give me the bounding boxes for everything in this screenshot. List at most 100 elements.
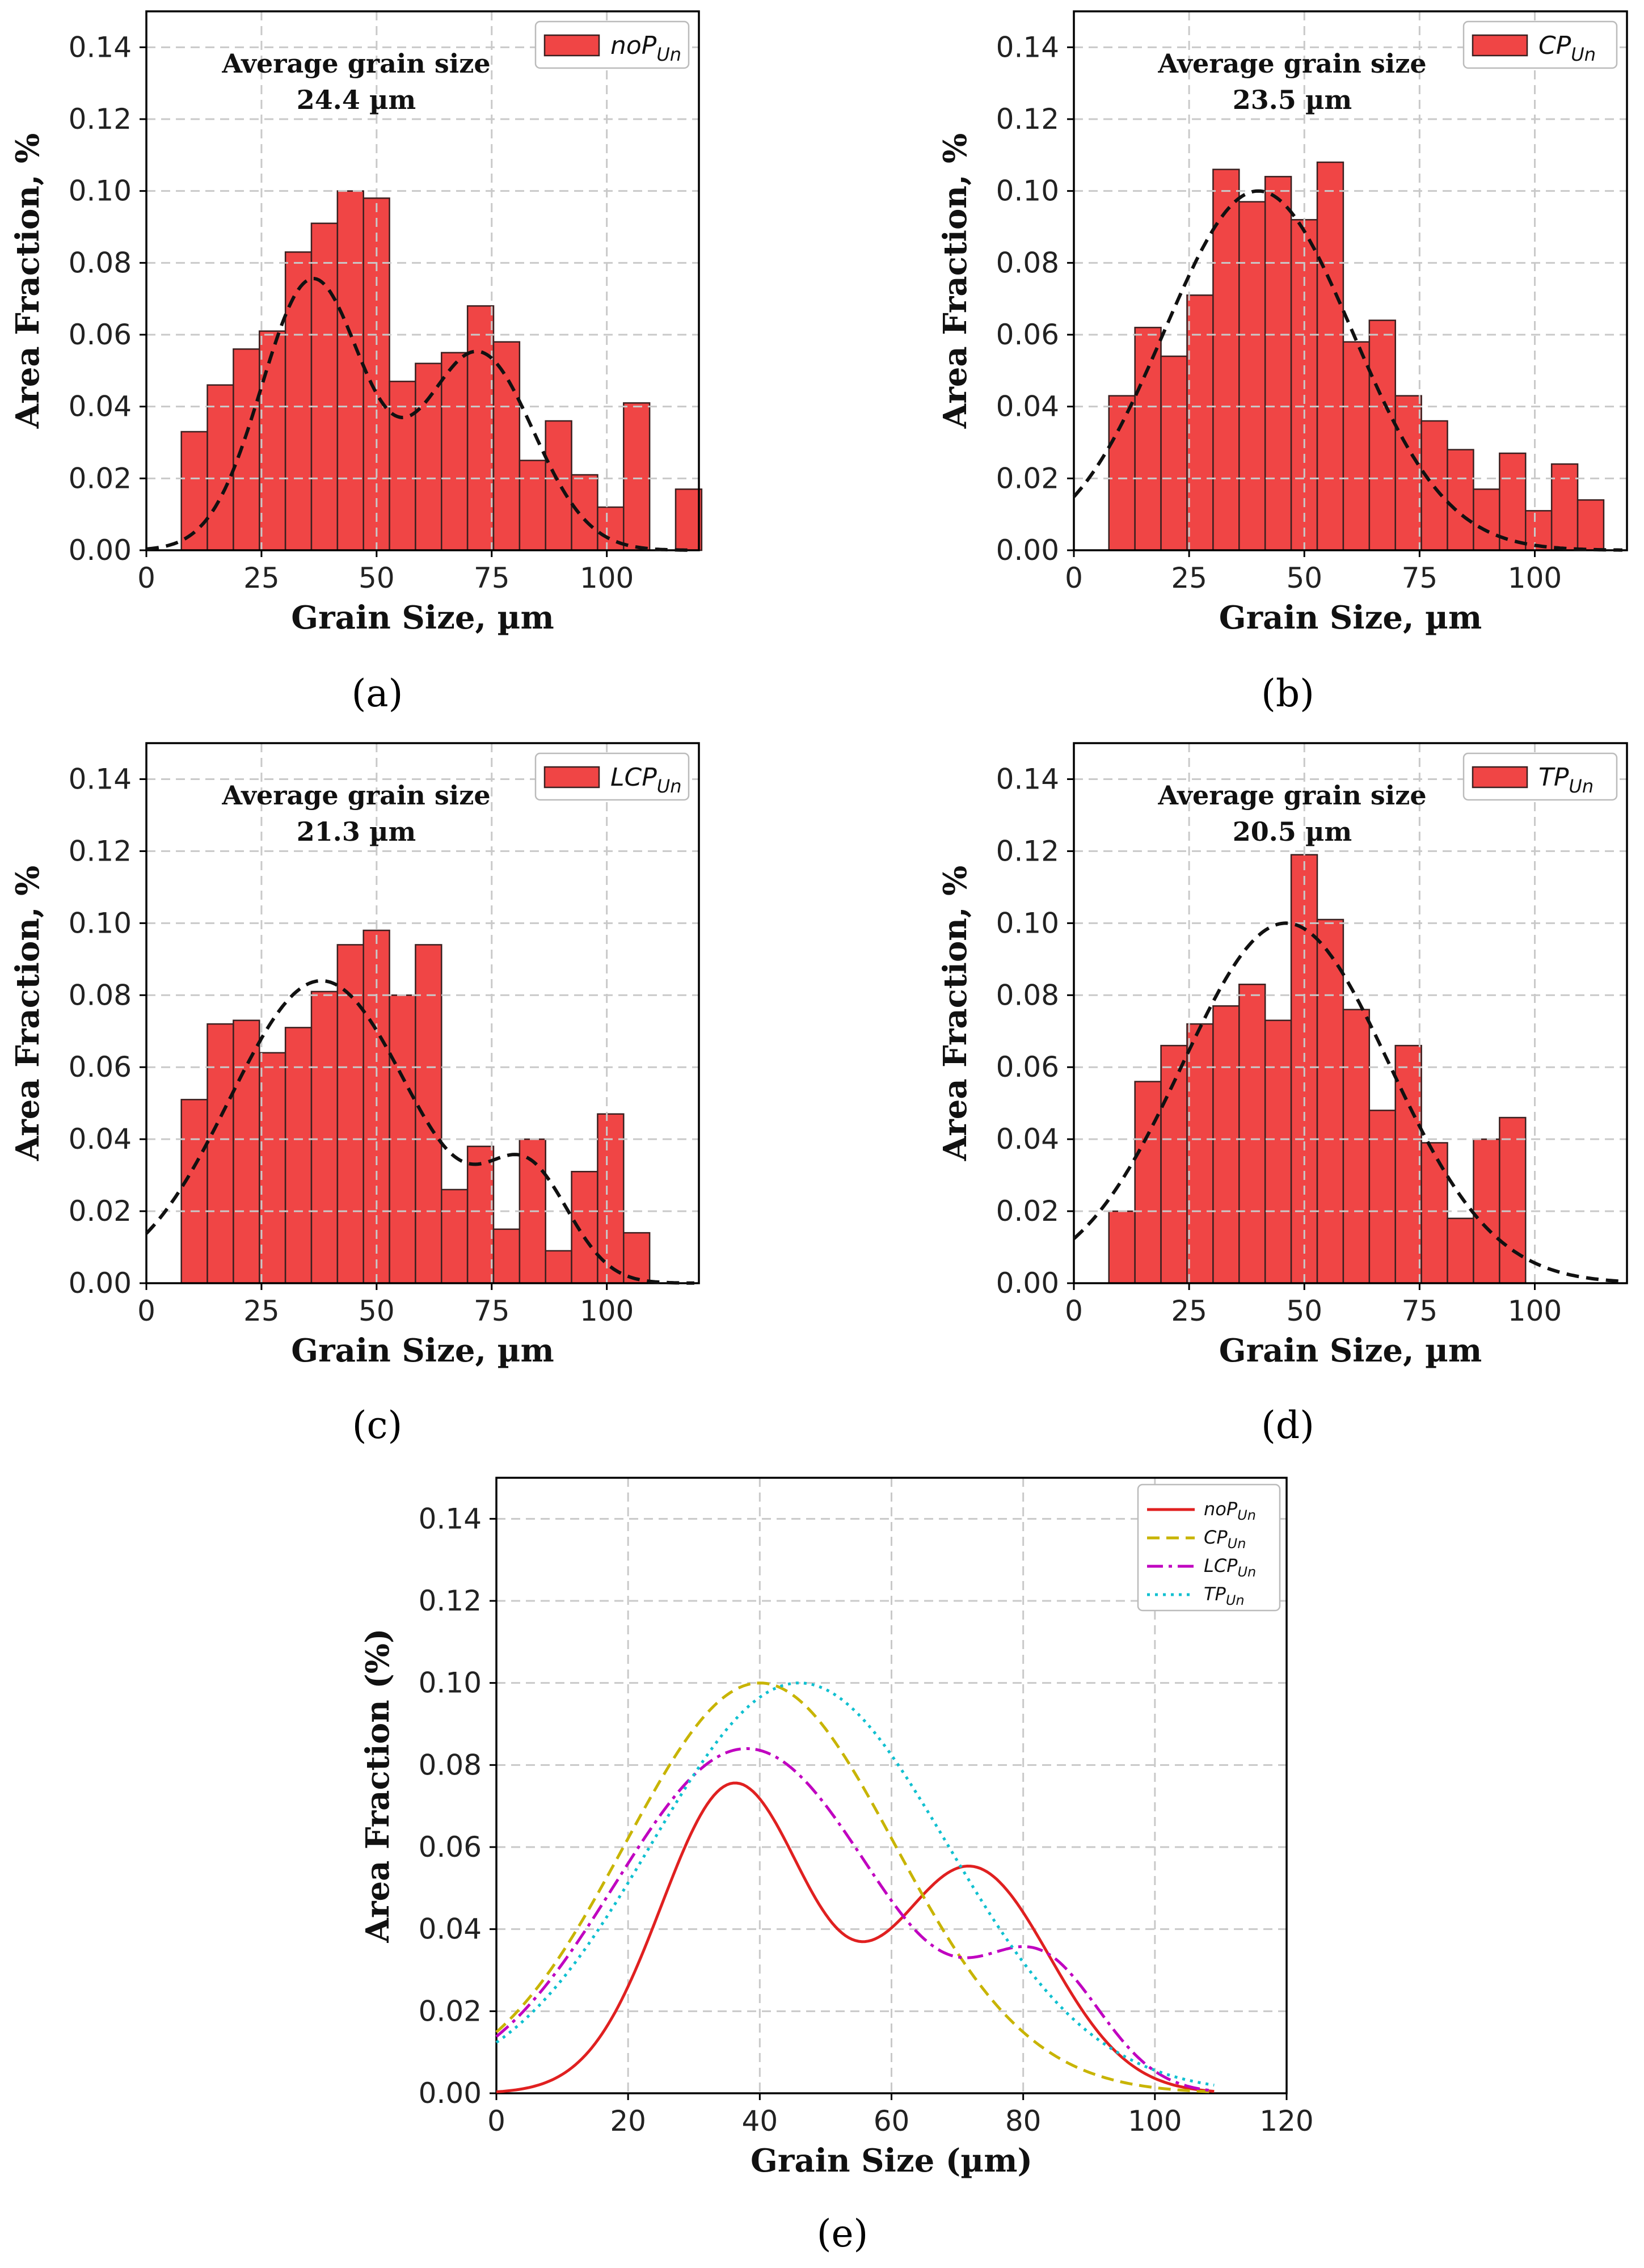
y-tick-label: 0.06 bbox=[419, 1831, 482, 1864]
legend-label-base: CP bbox=[1204, 1527, 1228, 1548]
x-axis-label: Grain Size, µm bbox=[1219, 1332, 1482, 1369]
legend-swatch bbox=[1472, 766, 1528, 789]
y-tick-label: 0.02 bbox=[419, 1995, 482, 2027]
y-tick-label: 0.00 bbox=[69, 534, 132, 567]
histogram-bar bbox=[466, 305, 495, 551]
legend-box bbox=[1462, 20, 1618, 69]
legend-label-base: LCP bbox=[1204, 1555, 1238, 1576]
histogram-bar bbox=[1447, 1217, 1474, 1284]
legend-label-base: noP bbox=[610, 31, 657, 60]
x-tick-label: 50 bbox=[359, 562, 395, 595]
histogram-bar bbox=[1212, 1005, 1240, 1284]
y-tick-label: 0.12 bbox=[419, 1584, 482, 1617]
annotation-line2: 21.3 µm bbox=[297, 816, 416, 847]
x-tick-label: 25 bbox=[1171, 562, 1207, 595]
legend-label-sub: Un bbox=[1571, 44, 1596, 65]
y-tick-label: 0.04 bbox=[419, 1913, 482, 1946]
histogram-bar bbox=[1134, 327, 1162, 551]
legend-label-base: CP bbox=[1538, 31, 1571, 60]
histogram-bar bbox=[1576, 499, 1605, 551]
legend-label-sub: Un bbox=[1237, 1564, 1256, 1580]
legend-label: noPUn bbox=[610, 31, 681, 65]
histogram-bar bbox=[1368, 1110, 1396, 1284]
histogram-bar bbox=[492, 341, 521, 551]
histogram-bar bbox=[1394, 395, 1422, 551]
y-tick-label: 0.04 bbox=[69, 390, 132, 423]
histogram-bar bbox=[466, 1145, 495, 1284]
y-tick-label: 0.00 bbox=[419, 2077, 482, 2110]
legend-label-base: noP bbox=[1204, 1498, 1238, 1520]
histogram-bar bbox=[310, 990, 339, 1284]
y-tick-label: 0.06 bbox=[996, 1051, 1059, 1084]
x-tick-label: 50 bbox=[1286, 562, 1322, 595]
legend-label: noPUn bbox=[1204, 1498, 1256, 1523]
y-tick-label: 0.02 bbox=[69, 1195, 132, 1228]
histogram-bar bbox=[180, 1099, 208, 1284]
histogram-bar bbox=[415, 362, 442, 551]
x-axis-label: Grain Size, µm bbox=[291, 599, 554, 636]
legend-box bbox=[534, 20, 690, 69]
y-axis-label: Area Fraction, % bbox=[9, 866, 47, 1161]
legend: noPUn bbox=[534, 20, 690, 69]
histogram-bar bbox=[206, 384, 234, 551]
legend-label-sub: Un bbox=[656, 44, 681, 65]
legend-label: CPUn bbox=[1538, 31, 1596, 65]
series-line-cp bbox=[495, 1681, 1215, 2093]
y-tick-label: 0.08 bbox=[69, 979, 132, 1011]
panel-caption: (a) bbox=[352, 672, 403, 715]
plot-frame bbox=[1073, 742, 1628, 1284]
plot-frame bbox=[145, 742, 700, 1284]
fit-curve bbox=[146, 277, 694, 552]
histogram-bar bbox=[1420, 1142, 1448, 1284]
histogram-bar bbox=[206, 1023, 234, 1284]
legend-swatch bbox=[543, 766, 600, 789]
histogram-bar bbox=[1420, 420, 1448, 551]
y-axis-label: Area Fraction (%) bbox=[359, 1629, 397, 1944]
y-tick-label: 0.10 bbox=[69, 175, 132, 208]
histogram-bar bbox=[336, 944, 364, 1284]
legend-label-base: LCP bbox=[610, 763, 657, 792]
y-axis-label: Area Fraction, % bbox=[9, 133, 47, 429]
histogram-bar bbox=[1499, 452, 1527, 551]
histogram-bar bbox=[1160, 355, 1188, 551]
y-tick-label: 0.02 bbox=[996, 462, 1059, 495]
x-tick-label: 25 bbox=[243, 1295, 280, 1327]
fit-curve bbox=[145, 979, 694, 1285]
histogram-bar bbox=[284, 251, 313, 551]
legend-label: LCPUn bbox=[1204, 1555, 1256, 1580]
y-tick-label: 0.08 bbox=[996, 246, 1059, 279]
legend-box bbox=[1462, 752, 1618, 801]
legend-label-sub: Un bbox=[1569, 775, 1594, 797]
y-tick-label: 0.06 bbox=[996, 318, 1059, 351]
plot-frame bbox=[1073, 10, 1628, 551]
y-tick-label: 0.00 bbox=[996, 1267, 1059, 1300]
y-axis-label: Area Fraction, % bbox=[937, 866, 974, 1161]
y-tick-label: 0.04 bbox=[996, 390, 1059, 423]
chart-panel-d: 0 25 50 75 100 0.00 0.02 0.04 0.06 0.08 0.10 0.12 0.… bbox=[937, 742, 1628, 1369]
histogram-bar bbox=[571, 1171, 598, 1284]
y-tick-label: 0.14 bbox=[996, 31, 1059, 64]
histogram-bar bbox=[623, 402, 651, 551]
annotation-line1: Average grain size bbox=[221, 48, 490, 79]
x-axis-label: Grain Size, µm bbox=[291, 1332, 554, 1369]
histogram-bar bbox=[675, 488, 703, 551]
chart-panel-c: 0 25 50 75 100 0.00 0.02 0.04 0.06 0.08 0.10 0.12 0.… bbox=[9, 742, 700, 1369]
panel-caption: (e) bbox=[817, 2212, 869, 2256]
chart-panel-e: 0 20 40 60 80 100 120 0.00 0.02 0.04 0.06 0.08 0.10 0… bbox=[359, 1477, 1314, 2180]
y-axis-label: Area Fraction, % bbox=[937, 133, 974, 429]
y-tick-label: 0.06 bbox=[69, 318, 132, 351]
histogram-bar bbox=[1186, 294, 1214, 551]
y-tick-label: 0.02 bbox=[69, 462, 132, 495]
histogram-bar bbox=[233, 348, 260, 551]
y-tick-label: 0.04 bbox=[69, 1123, 132, 1156]
legend-label-sub: Un bbox=[1237, 1507, 1256, 1523]
histogram-bar bbox=[1316, 918, 1344, 1284]
legend-swatch bbox=[543, 34, 600, 57]
legend-label: TPUn bbox=[1538, 763, 1594, 797]
y-tick-label: 0.10 bbox=[996, 907, 1059, 939]
legend-label-sub: Un bbox=[1226, 1592, 1245, 1608]
histogram-bar bbox=[1368, 319, 1396, 551]
histogram-bar bbox=[310, 222, 339, 551]
y-tick-label: 0.00 bbox=[996, 534, 1059, 567]
